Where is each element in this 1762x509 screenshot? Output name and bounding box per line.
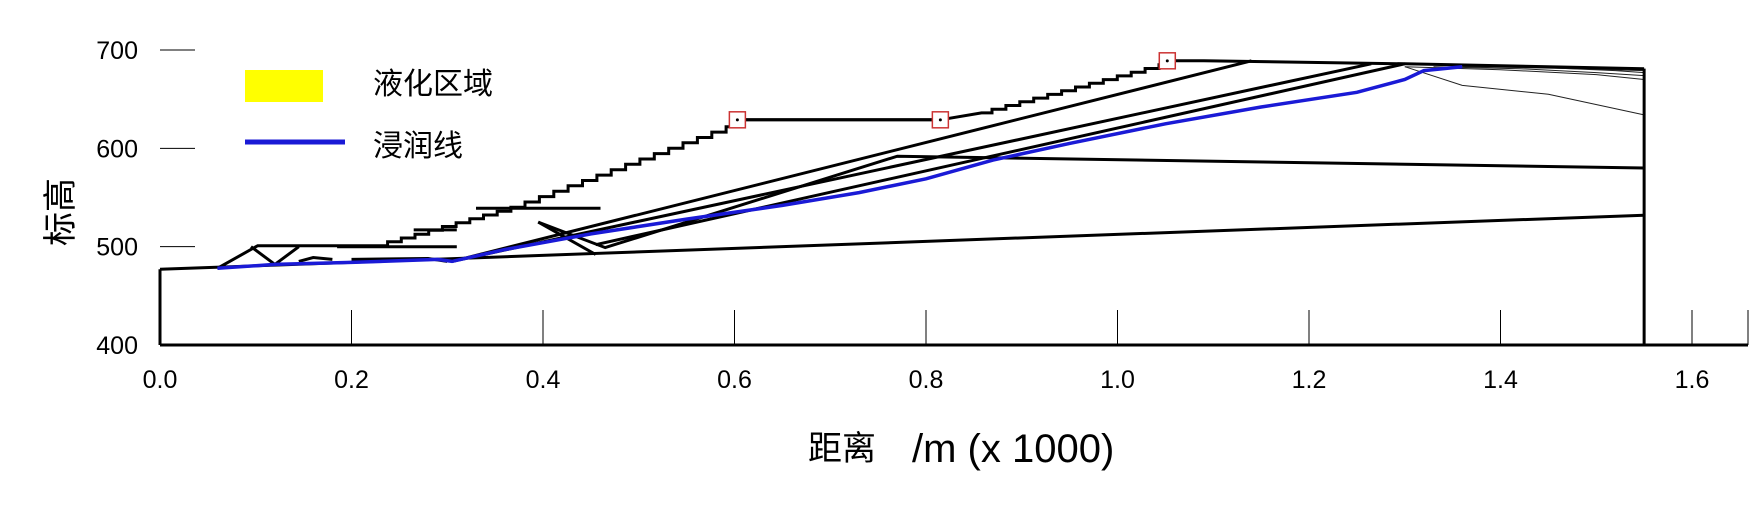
y-tick-labels: 400 500 600 700 [96,37,138,360]
phreatic-line [217,64,1463,271]
contour-line [1404,66,1645,116]
x-tick-label: 1.0 [1100,366,1135,394]
point-markers [728,52,1177,129]
phreatic-line-group [217,64,1463,271]
internal-line [298,255,333,263]
legend-label-phreatic: 浸润线 [373,129,463,164]
dam-surface-line [216,59,1645,270]
x-tick-label: 1.2 [1292,366,1327,394]
x-tick-label: 0.2 [334,366,369,394]
x-tick-label: 0.8 [909,366,944,394]
x-axis-title: 距离 [808,429,876,469]
x-tick-label: 1.6 [1675,366,1710,394]
legend: 液化区域 浸润线 [245,67,493,164]
x-tick-label: 0.0 [143,366,178,394]
dam-outline [216,59,1645,270]
internal-line [537,154,1645,250]
internal-line [451,59,1252,263]
legend-label-liquefaction: 液化区域 [373,67,493,102]
plot-frame [158,68,1749,347]
point-marker-dot [1165,59,1169,63]
thin-contour-lines [1404,66,1645,116]
point-marker-dot [938,118,942,122]
x-tick-labels: 0.0 0.2 0.4 0.6 0.8 1.0 1.2 1.4 1.6 [143,366,1710,394]
y-axis-title: 标高 [41,178,81,246]
contour-line [1433,66,1645,77]
x-tick-label: 1.4 [1483,366,1518,394]
y-tick-label: 500 [96,234,138,262]
internal-line [451,62,1372,263]
internal-line [595,62,1406,247]
y-tick-label: 700 [96,37,138,65]
legend-swatch-liquefaction [245,70,323,102]
y-tick-label: 400 [96,332,138,360]
internal-line [250,245,300,267]
point-marker-dot [735,118,739,122]
x-tick-label: 0.4 [526,366,561,394]
x-axis-unit: /m (x 1000) [912,427,1114,471]
y-tick-label: 600 [96,135,138,163]
x-tick-label: 0.6 [717,366,752,394]
